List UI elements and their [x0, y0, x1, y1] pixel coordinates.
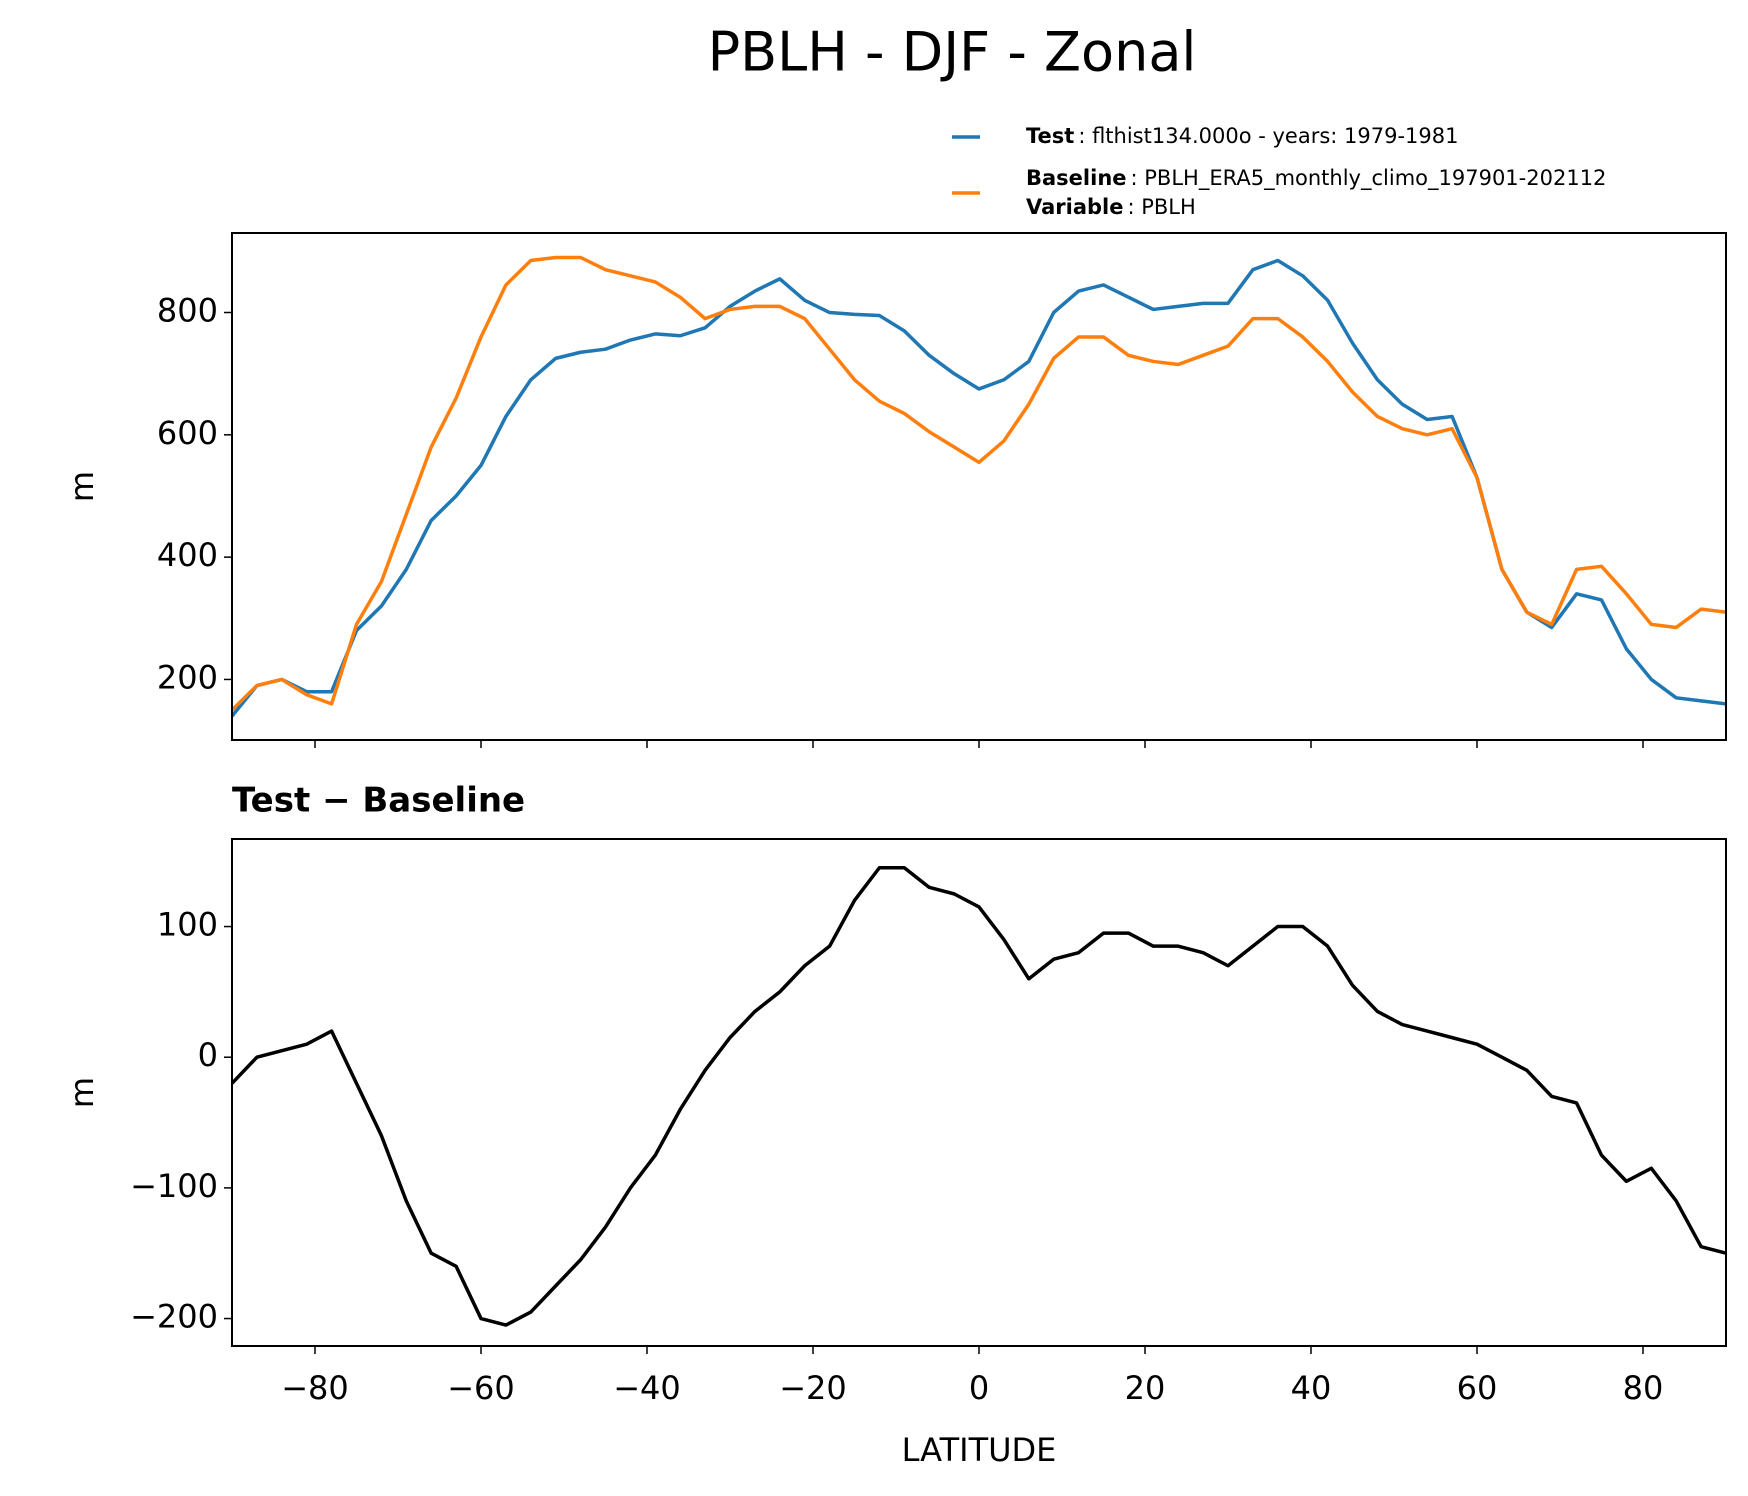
x-tick-label: 80	[1623, 1369, 1664, 1407]
x-tick-label: 40	[1291, 1369, 1332, 1407]
x-tick-label: −40	[613, 1369, 681, 1407]
legend-detail: : flthist134.000o - years: 1979-1981	[1078, 124, 1458, 148]
y-tick-label: 400	[157, 536, 218, 574]
x-axis-label: LATITUDE	[902, 1431, 1057, 1469]
y-tick-label: −200	[130, 1298, 218, 1336]
subplot-title: Test − Baseline	[232, 781, 525, 821]
legend-name: Baseline	[1026, 166, 1127, 190]
y-tick-label: 800	[157, 292, 218, 330]
legend-detail: : PBLH	[1127, 195, 1195, 219]
series-group	[232, 866, 1726, 1327]
legend-entry: Test: flthist134.000o - years: 1979-1981	[1026, 124, 1458, 148]
y-tick-label: 200	[157, 658, 218, 696]
data-line	[232, 866, 1726, 1327]
legend-name: Test	[1026, 124, 1074, 148]
y-tick-label: 100	[157, 906, 218, 944]
legend-detail: : PBLH_ERA5_monthly_climo_197901-202112	[1131, 166, 1607, 191]
axes-frame	[231, 838, 1727, 1347]
y-axis-label: m	[63, 1077, 101, 1108]
chart-title: PBLH - DJF - Zonal	[708, 21, 1197, 84]
legend-entry: Baseline: PBLH_ERA5_monthly_climo_197901…	[1026, 166, 1606, 191]
axes-frame	[231, 232, 1727, 741]
data-line	[232, 255, 1726, 712]
legend-entry: Variable: PBLH	[1026, 195, 1196, 219]
x-tick-label: −20	[779, 1369, 847, 1407]
y-tick-label: 0	[198, 1036, 218, 1074]
x-tick-label: 0	[969, 1369, 989, 1407]
x-tick-label: 20	[1125, 1369, 1166, 1407]
data-line	[232, 258, 1726, 718]
legend-name: Variable	[1026, 195, 1123, 219]
y-tick-label: −100	[130, 1167, 218, 1205]
x-tick-label: 60	[1457, 1369, 1498, 1407]
x-tick-label: −80	[281, 1369, 349, 1407]
series-group	[232, 255, 1726, 718]
x-tick-label: −60	[447, 1369, 515, 1407]
y-tick-label: 600	[157, 414, 218, 452]
y-axis-label: m	[63, 471, 101, 502]
